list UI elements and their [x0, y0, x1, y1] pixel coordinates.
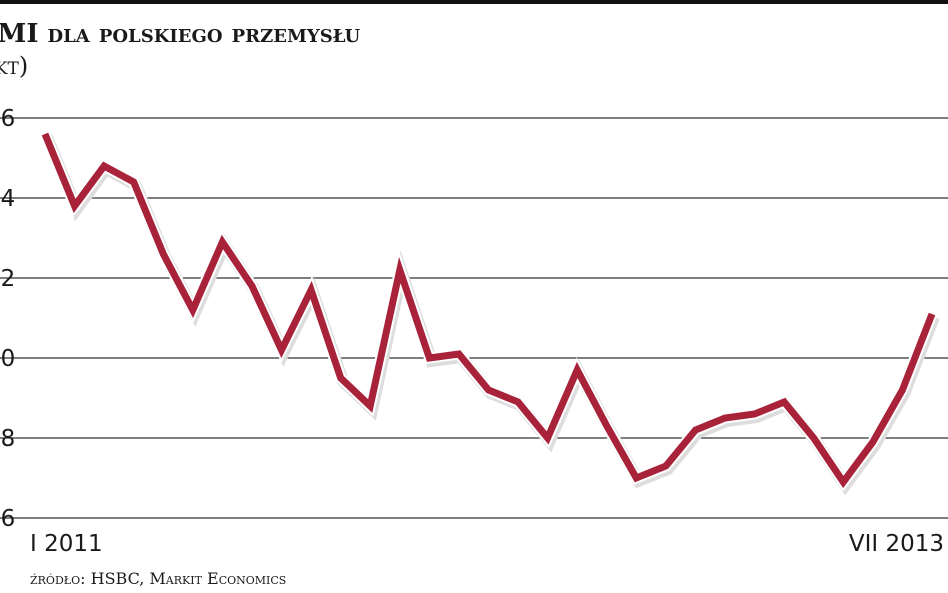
y-tick-label: 48 — [0, 426, 15, 452]
chart-title: PMI dla polskiego przemysłu — [0, 19, 361, 49]
line — [41, 132, 936, 489]
y-tick-label: 56 — [0, 106, 15, 132]
source: źródło: HSBC, Markit Economics — [30, 569, 286, 588]
x-tick-label: I 2011 — [30, 531, 103, 557]
top-rule — [0, 0, 948, 4]
y-tick-label: 50 — [0, 346, 15, 372]
y-tick-label: 52 — [0, 266, 15, 292]
chart-subtitle: (pkt) — [0, 52, 28, 80]
y-tick-label: 54 — [0, 186, 15, 212]
y-tick-label: 46 — [0, 506, 15, 532]
line-shadow — [41, 134, 940, 496]
x-tick-label: VII 2013 — [849, 531, 944, 557]
